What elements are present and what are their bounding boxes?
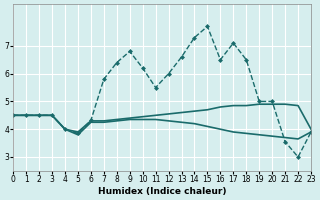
X-axis label: Humidex (Indice chaleur): Humidex (Indice chaleur) (98, 187, 226, 196)
